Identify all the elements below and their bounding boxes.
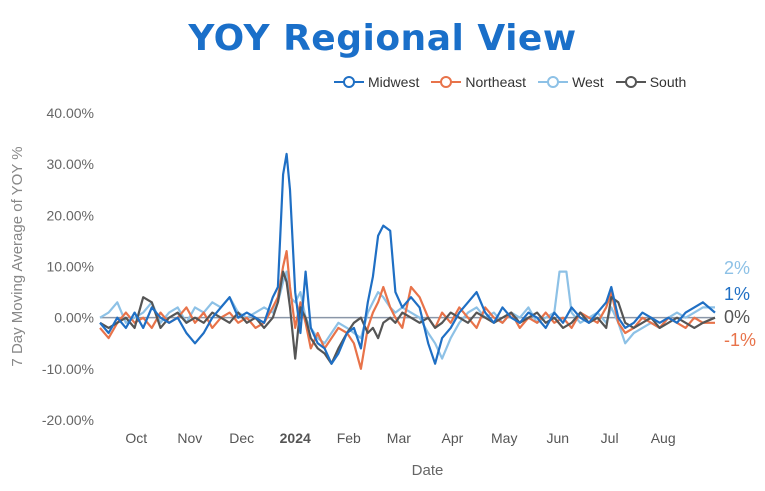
x-tick-label: 2024: [280, 430, 311, 446]
x-tick-label: Mar: [387, 430, 411, 446]
end-label-south: 0%: [724, 307, 751, 327]
x-tick-label: Jun: [547, 430, 570, 446]
y-axis-label: 7 Day Moving Average of YOY %: [9, 146, 26, 366]
series-line-south: [99, 270, 716, 365]
x-tick-label: Aug: [651, 430, 676, 446]
x-tick-label: May: [491, 430, 517, 446]
y-tick-label: 40.00%: [47, 105, 94, 121]
legend-marker-icon: [538, 75, 569, 89]
x-tick-label: Nov: [177, 430, 202, 446]
legend-label: Midwest: [368, 74, 420, 90]
x-axis-label: Date: [412, 462, 444, 479]
series-line-midwest: [99, 152, 716, 365]
legend-marker-icon: [431, 75, 462, 89]
legend: Midwest Northeast West South: [334, 74, 686, 90]
series-line-northeast: [99, 250, 715, 370]
y-tick-label: -20.00%: [42, 412, 94, 428]
x-tick-label: Feb: [337, 430, 361, 446]
legend-item-northeast[interactable]: Northeast: [431, 74, 526, 90]
legend-label: West: [572, 74, 604, 90]
chart-title: YOY Regional View: [188, 18, 577, 59]
y-tick-label: 0.00%: [54, 310, 94, 326]
legend-item-south[interactable]: South: [615, 74, 687, 90]
y-tick-label: 20.00%: [47, 207, 94, 223]
end-label-midwest: 1%: [724, 284, 751, 304]
end-label-northeast: -1%: [724, 330, 757, 350]
end-label-west: 2%: [724, 258, 751, 278]
y-tick-label: 10.00%: [47, 259, 94, 275]
x-tick-label: Jul: [601, 430, 619, 446]
x-tick-label: Dec: [229, 430, 254, 446]
legend-marker-icon: [334, 75, 364, 89]
legend-label: South: [649, 74, 687, 90]
y-tick-label: 30.00%: [47, 156, 94, 172]
legend-marker-icon: [615, 75, 646, 89]
legend-label: Northeast: [465, 74, 527, 90]
legend-item-midwest[interactable]: Midwest: [334, 74, 419, 90]
x-tick-label: Oct: [125, 430, 147, 446]
legend-item-west[interactable]: West: [538, 74, 604, 90]
x-tick-label: Apr: [442, 430, 464, 446]
y-tick-label: -10.00%: [42, 361, 94, 377]
